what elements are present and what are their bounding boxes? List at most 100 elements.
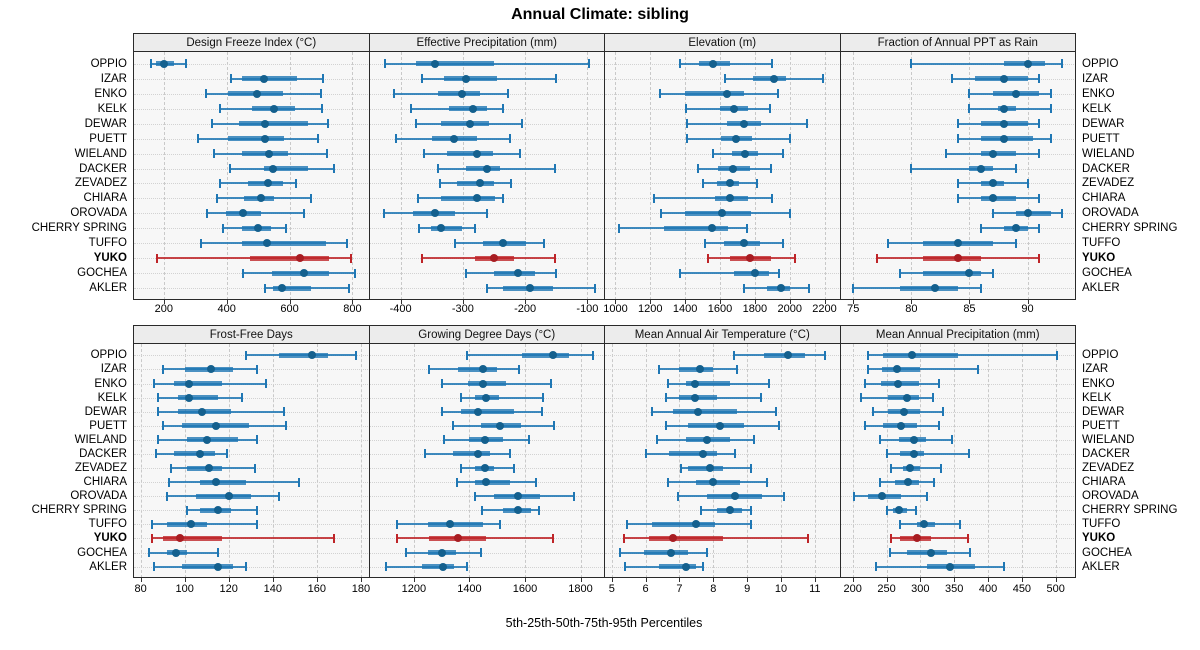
row-label-left-dewar: DEWAR [84, 117, 127, 130]
median-dot [479, 379, 488, 388]
bar-25th-75th [427, 521, 484, 527]
cap-95th [284, 421, 287, 431]
bar-25th-75th [186, 465, 223, 471]
gridline-row [134, 566, 368, 568]
bar-25th-75th [186, 437, 238, 443]
gridline-vertical [911, 52, 913, 299]
row-label-right-chiara: CHIARA [1082, 192, 1126, 205]
axis-tick [615, 300, 617, 304]
cap-95th [319, 89, 322, 99]
median-dot [690, 379, 699, 388]
cap-5th [168, 477, 171, 487]
median-dot [1011, 89, 1020, 98]
median-dot [514, 506, 523, 515]
cap-95th [508, 449, 511, 459]
cap-95th [282, 407, 285, 417]
axis-tick-label: 75 [847, 303, 860, 315]
median-dot [171, 548, 180, 557]
cap-5th [415, 119, 418, 129]
row-label-left-orovada: OROVADA [70, 207, 127, 220]
median-dot [256, 194, 265, 203]
cap-95th [474, 223, 477, 233]
strip-header-mean-annual-air-temperature-c: Mean Annual Air Temperature (°C) [604, 325, 841, 344]
median-dot [473, 449, 482, 458]
axis-tick-label: 80 [905, 303, 918, 315]
axis-tick [580, 578, 582, 582]
row-label-right-oppio: OPPIO [1082, 57, 1119, 70]
cap-5th [215, 193, 218, 203]
median-dot [473, 149, 482, 158]
axis-tick-label: 200 [843, 583, 862, 595]
median-dot [709, 478, 718, 487]
axis-tick [650, 300, 652, 304]
median-dot [185, 393, 194, 402]
cap-95th [254, 463, 257, 473]
median-dot [479, 365, 488, 374]
cap-5th [474, 491, 476, 501]
cap-95th [512, 463, 515, 473]
median-dot [449, 134, 458, 143]
cap-5th [436, 164, 439, 174]
strip-header-elevation-m: Elevation (m) [604, 33, 841, 52]
median-dot [709, 59, 718, 68]
axis-tick-label: 500 [1046, 583, 1065, 595]
cap-5th [878, 477, 881, 487]
cap-5th [878, 435, 881, 445]
cap-95th [498, 519, 501, 529]
row-label-left-zevadez: ZEVADEZ [74, 462, 127, 475]
row-label-left-wieland: WIELAND [74, 433, 127, 446]
gridline-vertical [587, 52, 589, 299]
bar-25th-75th [452, 451, 491, 457]
cap-5th [945, 149, 948, 159]
cap-5th [700, 505, 703, 515]
median-dot [894, 506, 903, 515]
median-dot [1000, 134, 1009, 143]
row-label-right-zevadez: ZEVADEZ [1082, 177, 1135, 190]
cap-5th [743, 283, 746, 293]
cap-95th [298, 477, 301, 487]
axis-tick-label: -300 [451, 303, 474, 315]
gridline-vertical [685, 52, 687, 299]
row-label-left-cherry-spring: CHERRY SPRING [31, 504, 127, 517]
bar-25th-75th [659, 564, 697, 570]
cap-5th [460, 463, 463, 473]
gridline-vertical [853, 52, 855, 299]
cap-5th [424, 449, 427, 459]
cap-95th [788, 134, 791, 144]
median-dot [548, 351, 557, 360]
cap-95th [592, 350, 594, 360]
gridline-row [840, 93, 1074, 95]
cap-5th [910, 59, 913, 69]
bar-25th-75th [162, 535, 223, 541]
bar-25th-75th [200, 479, 247, 485]
cap-5th [404, 548, 407, 558]
cap-95th [968, 449, 971, 459]
gridline-vertical [650, 52, 652, 299]
median-dot [953, 239, 962, 248]
gridline-vertical [462, 52, 464, 299]
axis-tick [920, 578, 922, 582]
axis-tick-label: 120 [219, 583, 238, 595]
row-label-left-enko: ENKO [94, 377, 127, 390]
cap-5th [421, 253, 424, 263]
cap-95th [807, 533, 810, 543]
median-dot [739, 119, 748, 128]
row-label-left-zevadez: ZEVADEZ [74, 177, 127, 190]
median-dot [927, 548, 936, 557]
axis-tick [226, 300, 228, 304]
row-label-right-izar: IZAR [1082, 72, 1109, 85]
cap-95th [256, 435, 259, 445]
median-dot [702, 435, 711, 444]
cap-5th [685, 134, 688, 144]
row-label-left-cherry-spring: CHERRY SPRING [31, 222, 127, 235]
cap-95th [778, 421, 781, 431]
axis-tick [754, 300, 756, 304]
cap-95th [774, 407, 777, 417]
median-dot [908, 351, 917, 360]
median-dot [176, 534, 185, 543]
median-dot [902, 393, 911, 402]
median-dot [269, 104, 278, 113]
cap-5th [890, 463, 893, 473]
cap-5th [887, 238, 890, 248]
axis-tick [713, 578, 715, 582]
